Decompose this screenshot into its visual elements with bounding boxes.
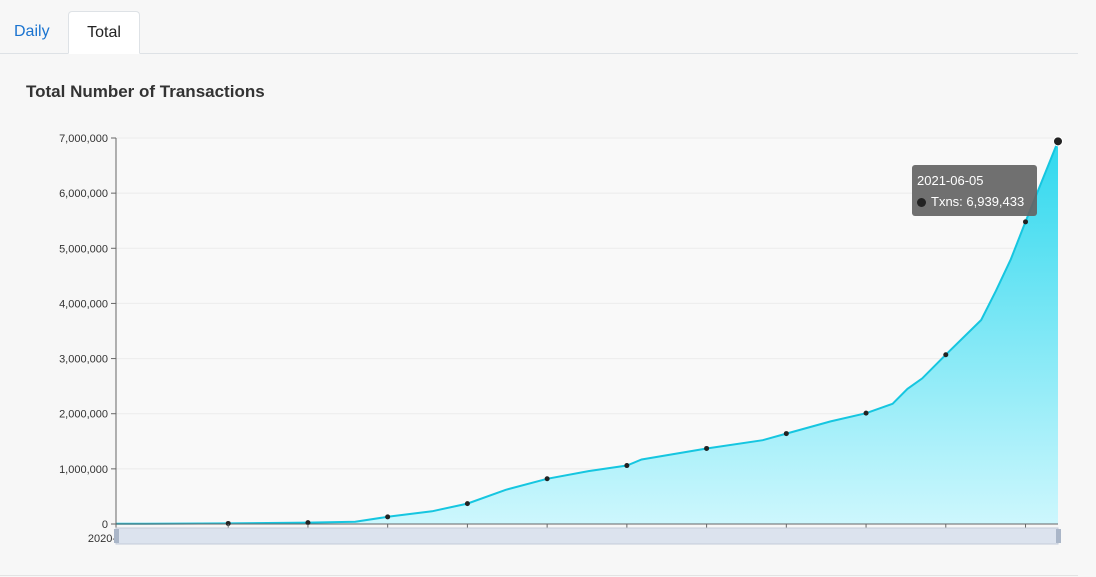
data-point-marker — [464, 501, 470, 507]
tooltip-date: 2021-06-05 — [917, 173, 984, 188]
data-point-marker — [943, 352, 949, 358]
range-slider — [115, 527, 1059, 545]
tab-daily[interactable]: Daily — [14, 23, 50, 40]
tooltip-series-dot — [917, 198, 926, 207]
y-tick-label: 7,000,000 — [59, 133, 108, 145]
data-point-marker — [305, 520, 311, 526]
range-handle-right — [1056, 529, 1061, 543]
tooltip-value: Txns: 6,939,433 — [931, 194, 1025, 209]
y-tick-label: 3,000,000 — [59, 354, 108, 366]
data-point-marker — [783, 431, 789, 437]
tab-total[interactable]: Total — [68, 11, 140, 54]
chart-tooltip: 2021-06-05 Txns: 6,939,433 — [912, 165, 1037, 216]
y-tick-label: 1,000,000 — [59, 464, 108, 476]
data-point-marker — [225, 520, 231, 526]
series-area — [116, 141, 1058, 525]
range-handle-left — [114, 529, 119, 543]
data-point-marker — [624, 463, 630, 469]
y-tick-label: 5,000,000 — [59, 243, 108, 255]
y-tick-label: 6,000,000 — [59, 188, 108, 200]
tooltip-row: Txns: 6,939,433 — [917, 194, 1024, 209]
data-point-marker — [385, 514, 391, 520]
data-point-marker — [704, 445, 710, 451]
data-point-marker — [544, 476, 550, 482]
data-point-marker — [863, 410, 869, 416]
y-tick-label: 0 — [102, 519, 108, 531]
y-tick-label: 4,000,000 — [59, 298, 108, 310]
highlight-marker — [1053, 136, 1063, 147]
bottom-divider — [0, 575, 1078, 576]
y-tick-label: 2,000,000 — [59, 409, 108, 421]
tab-bar: Daily Total — [0, 0, 1078, 54]
chart-title: Total Number of Transactions — [26, 82, 265, 101]
data-point-marker — [1023, 219, 1029, 225]
